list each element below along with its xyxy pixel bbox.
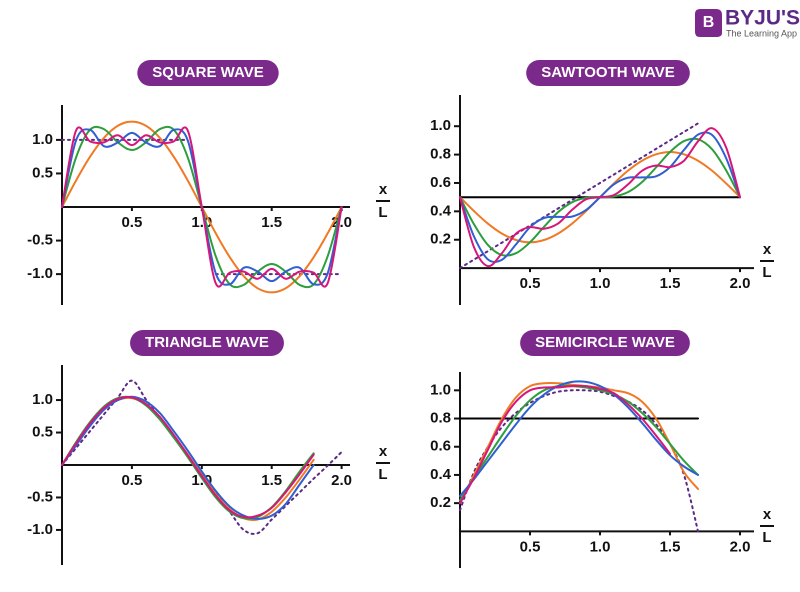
logo-tagline: The Learning App [726, 28, 797, 38]
line-series [459, 122, 699, 270]
badge-background [526, 60, 690, 86]
x-tick-label: 1.5 [660, 538, 681, 555]
line-series [61, 126, 343, 288]
x-label-denominator: L [378, 466, 387, 483]
title-badge: TRIANGLE WAVE [130, 330, 284, 356]
line-series [459, 380, 699, 498]
y-tick-label: 0.8 [430, 146, 451, 163]
chart-title: TRIANGLE WAVE [145, 334, 269, 351]
y-tick-label: 1.0 [32, 391, 53, 408]
y-tick-label: 0.4 [430, 202, 452, 219]
badge-background [137, 60, 279, 86]
logo: B BYJU'S The Learning App [695, 7, 800, 38]
x-tick-label: 0.5 [520, 538, 541, 555]
y-tick-label: 0.2 [430, 231, 451, 248]
x-tick-label: 0.5 [121, 214, 142, 231]
chart-title: SQUARE WAVE [152, 64, 263, 81]
x-label-denominator: L [762, 264, 771, 281]
chart-panel: SQUARE WAVE-1.0-0.50.51.00.5 1.0 1.5 2.0xL [27, 60, 390, 305]
logo-icon [695, 9, 722, 37]
chart-title: SAWTOOTH WAVE [541, 64, 675, 81]
y-tick-label: -0.5 [27, 232, 53, 249]
badge-background [520, 330, 690, 356]
x-label-numerator: x [379, 181, 388, 198]
y-tick-label: 1.0 [32, 131, 53, 148]
x-tick-label: 1.5 [261, 214, 282, 231]
chart-panel: SEMICIRCLE WAVE 0.2 0.4 0.6 0.8 1.0 0.5 1.0 1.5 2… [430, 330, 774, 568]
x-label-numerator: x [379, 443, 388, 460]
title-badge: SQUARE WAVE [137, 60, 279, 86]
y-tick-label: 0.2 [430, 494, 451, 511]
x-tick-label: 2.0 [331, 472, 352, 489]
line-series [61, 395, 315, 520]
y-tick-label: 0.4 [430, 466, 452, 483]
y-tick-label: 1.0 [430, 381, 451, 398]
y-tick-label: 0.6 [430, 174, 451, 191]
badge-background [130, 330, 284, 356]
logo-name: BYJU'S [725, 7, 800, 30]
line-series [459, 384, 671, 505]
line-series [61, 396, 315, 519]
x-tick-label: 1.5 [261, 472, 282, 489]
x-tick-label: 1.5 [660, 275, 681, 292]
y-tick-label: -1.0 [27, 521, 53, 538]
x-tick-label: 0.5 [520, 275, 541, 292]
title-badge: SAWTOOTH WAVE [526, 60, 690, 86]
logo-letter: B [703, 14, 715, 31]
line-series [61, 379, 343, 535]
x-label-numerator: x [763, 241, 772, 258]
chart-panel: SAWTOOTH WAVE 0.2 0.4 0.6 0.8 1.0 0.5 1.0 1.5 2.0… [430, 60, 774, 305]
x-tick-label: 2.0 [730, 275, 751, 292]
x-label-denominator: L [762, 529, 771, 546]
y-tick-label: 1.0 [430, 117, 451, 134]
title-badge: SEMICIRCLE WAVE [520, 330, 690, 356]
x-label-denominator: L [378, 204, 387, 221]
y-tick-label: 0.5 [32, 424, 53, 441]
x-tick-label: 1.0 [590, 275, 611, 292]
y-tick-label: 0.5 [32, 164, 53, 181]
x-tick-label: 2.0 [730, 538, 751, 555]
y-tick-label: -1.0 [27, 265, 53, 282]
chart-panel: TRIANGLE WAVE-1.0-0.50.51.00.5 1.0 1.5 2.0x… [27, 330, 390, 565]
x-label-numerator: x [763, 506, 772, 523]
x-tick-label: 0.5 [121, 472, 142, 489]
y-tick-label: 0.8 [430, 410, 451, 427]
y-tick-label: -0.5 [27, 488, 53, 505]
x-tick-label: 1.0 [590, 538, 611, 555]
line-series [459, 389, 699, 533]
y-tick-label: 0.6 [430, 438, 451, 455]
line-series [459, 127, 741, 268]
chart-title: SEMICIRCLE WAVE [535, 334, 675, 351]
